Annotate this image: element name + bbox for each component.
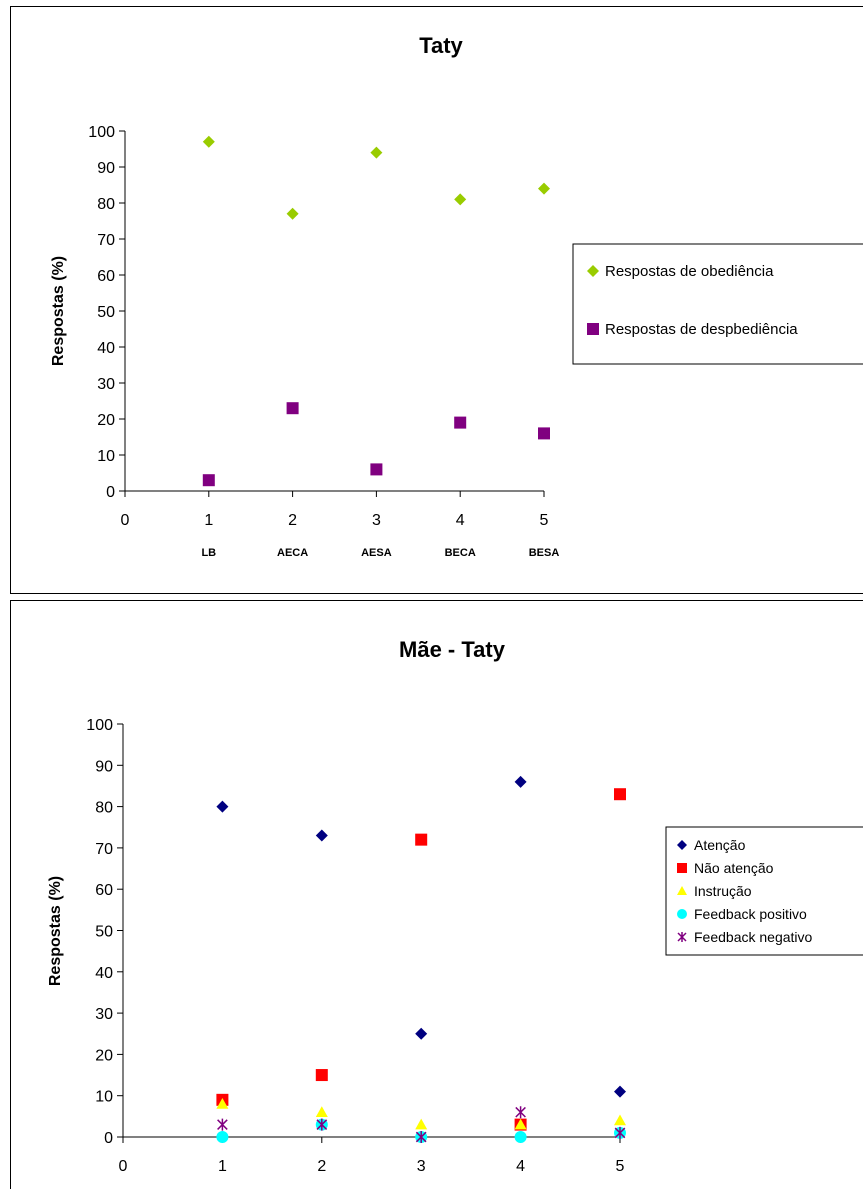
y-tick-label: 0 [106,484,115,501]
data-point-feedback-negativo [614,1126,626,1139]
chart-title: Taty [419,33,463,58]
legend: Respostas de obediência Respostas de desp… [572,243,863,365]
x-tick-label: 1 [218,1158,227,1175]
data-point-nao-atencao [614,788,626,801]
y-tick-label: 50 [95,924,113,941]
legend-marker [677,932,687,942]
legend-box [572,243,863,365]
legend-marker [677,840,687,850]
x-tick-label: 3 [372,512,381,529]
data-point-atencao [216,800,229,813]
y-tick-label: 20 [95,1047,113,1064]
x-tick-label: 4 [456,512,465,529]
x-tick-label: 0 [121,512,130,529]
y-tick-label: 50 [97,304,115,321]
category-label: LB [201,547,216,559]
data-point-atencao [614,1085,626,1098]
y-tick-label: 30 [97,376,115,393]
legend-label: Feedback negativo [694,929,813,945]
data-point-respostas-de-obediencia [454,193,467,206]
data-point-instrucao [216,1097,229,1109]
y-tick-label: 20 [97,412,115,429]
data-point-nao-atencao [315,1069,328,1082]
axes: 0 10 20 30 40 50 60 70 80 90 100 0 1 2 3 4 5 LB AECA AESA BE… [88,124,559,559]
data-point-respostas-de-despbediencia [286,402,299,415]
x-tick-label: 4 [516,1158,525,1175]
legend-label: Instrução [694,883,752,899]
y-tick-label: 90 [95,758,113,775]
y-axis-label: Respostas (%) [50,256,67,366]
category-label: BECA [445,547,476,559]
x-tick-label: 2 [317,1158,326,1175]
data-point-respostas-de-obediencia [538,182,550,195]
data-point-atencao [514,775,527,788]
y-tick-label: 30 [95,1006,113,1023]
axes: 0102030405060708090100012345LBAECAAESABE… [86,717,625,1175]
legend-label: Respostas de obediência [605,263,774,280]
data-point-respostas-de-despbediencia [538,427,550,440]
category-label: AESA [361,547,392,559]
y-tick-label: 100 [88,124,115,141]
y-tick-label: 80 [97,196,115,213]
data-point-feedback-negativo [316,1118,328,1131]
y-tick-label: 60 [97,268,115,285]
y-tick-label: 60 [95,882,113,899]
y-tick-label: 100 [86,717,113,734]
data-point-respostas-de-despbediencia [202,474,215,487]
y-axis-label: Respostas (%) [47,876,64,986]
data-point-instrucao [415,1118,428,1130]
y-tick-label: 90 [97,160,115,177]
data-point-feedback-negativo [415,1131,427,1143]
y-tick-label: 70 [95,841,113,858]
y-tick-label: 40 [97,340,115,357]
x-tick-label: 3 [417,1158,426,1175]
y-tick-label: 80 [95,800,113,817]
legend-label: Não atenção [694,860,774,876]
chart-mae-taty-svg: Mãe - Taty Respostas (%) 010203040506070… [47,637,863,1175]
legend-marker [677,886,687,895]
data-point-feedback-negativo [217,1118,228,1131]
chart-taty-svg: Taty Respostas (%) 010203040506070809010… [50,33,863,559]
data-point-respostas-de-obediencia [370,146,383,159]
chart-mae-taty: Mãe - Taty Respostas (%) 0 10 20 30 40 50 60 70… [10,600,863,1189]
data-point-instrucao [514,1118,527,1130]
y-tick-label: 0 [104,1130,113,1147]
category-label: AECA [277,547,308,559]
y-tick-label: 70 [97,232,115,249]
x-tick-label: 1 [204,512,213,529]
y-tick-label: 10 [95,1089,113,1106]
data-point-respostas-de-obediencia [202,135,215,148]
data-points [202,135,550,487]
chart-taty: Taty Respostas (%) 0 10 20 30 40 50 60 70 80 90 10… [10,6,863,594]
data-point-feedback-negativo [515,1106,526,1119]
legend-box [665,826,863,956]
data-point-respostas-de-obediencia [286,207,299,220]
data-points [216,775,626,1143]
data-point-feedback-positivo [514,1131,527,1143]
data-point-respostas-de-despbediencia [454,416,467,429]
x-tick-label: 5 [540,512,549,529]
legend-label: Respostas de despbediência [605,321,798,338]
data-point-instrucao [315,1106,328,1118]
y-tick-label: 10 [97,448,115,465]
legend-marker [677,863,687,873]
legend-marker [587,323,599,335]
y-tick-label: 40 [95,965,113,982]
x-tick-label: 0 [119,1158,128,1175]
legend-marker [677,909,687,919]
data-point-instrucao [614,1114,626,1126]
data-point-nao-atencao [415,833,428,846]
category-label: BESA [529,547,560,559]
x-tick-label: 2 [288,512,297,529]
data-point-respostas-de-despbediencia [370,463,383,476]
chart-title: Mãe - Taty [399,637,506,662]
legend-label: Atenção [694,837,746,853]
data-point-atencao [415,1027,428,1040]
legend-label: Feedback positivo [694,906,807,922]
data-point-feedback-positivo [216,1131,229,1143]
legend-marker [587,265,599,277]
legend: Atenção Não atenção Instrução Feedback posi… [665,826,863,956]
data-point-atencao [315,829,328,842]
x-tick-label: 5 [616,1158,625,1175]
